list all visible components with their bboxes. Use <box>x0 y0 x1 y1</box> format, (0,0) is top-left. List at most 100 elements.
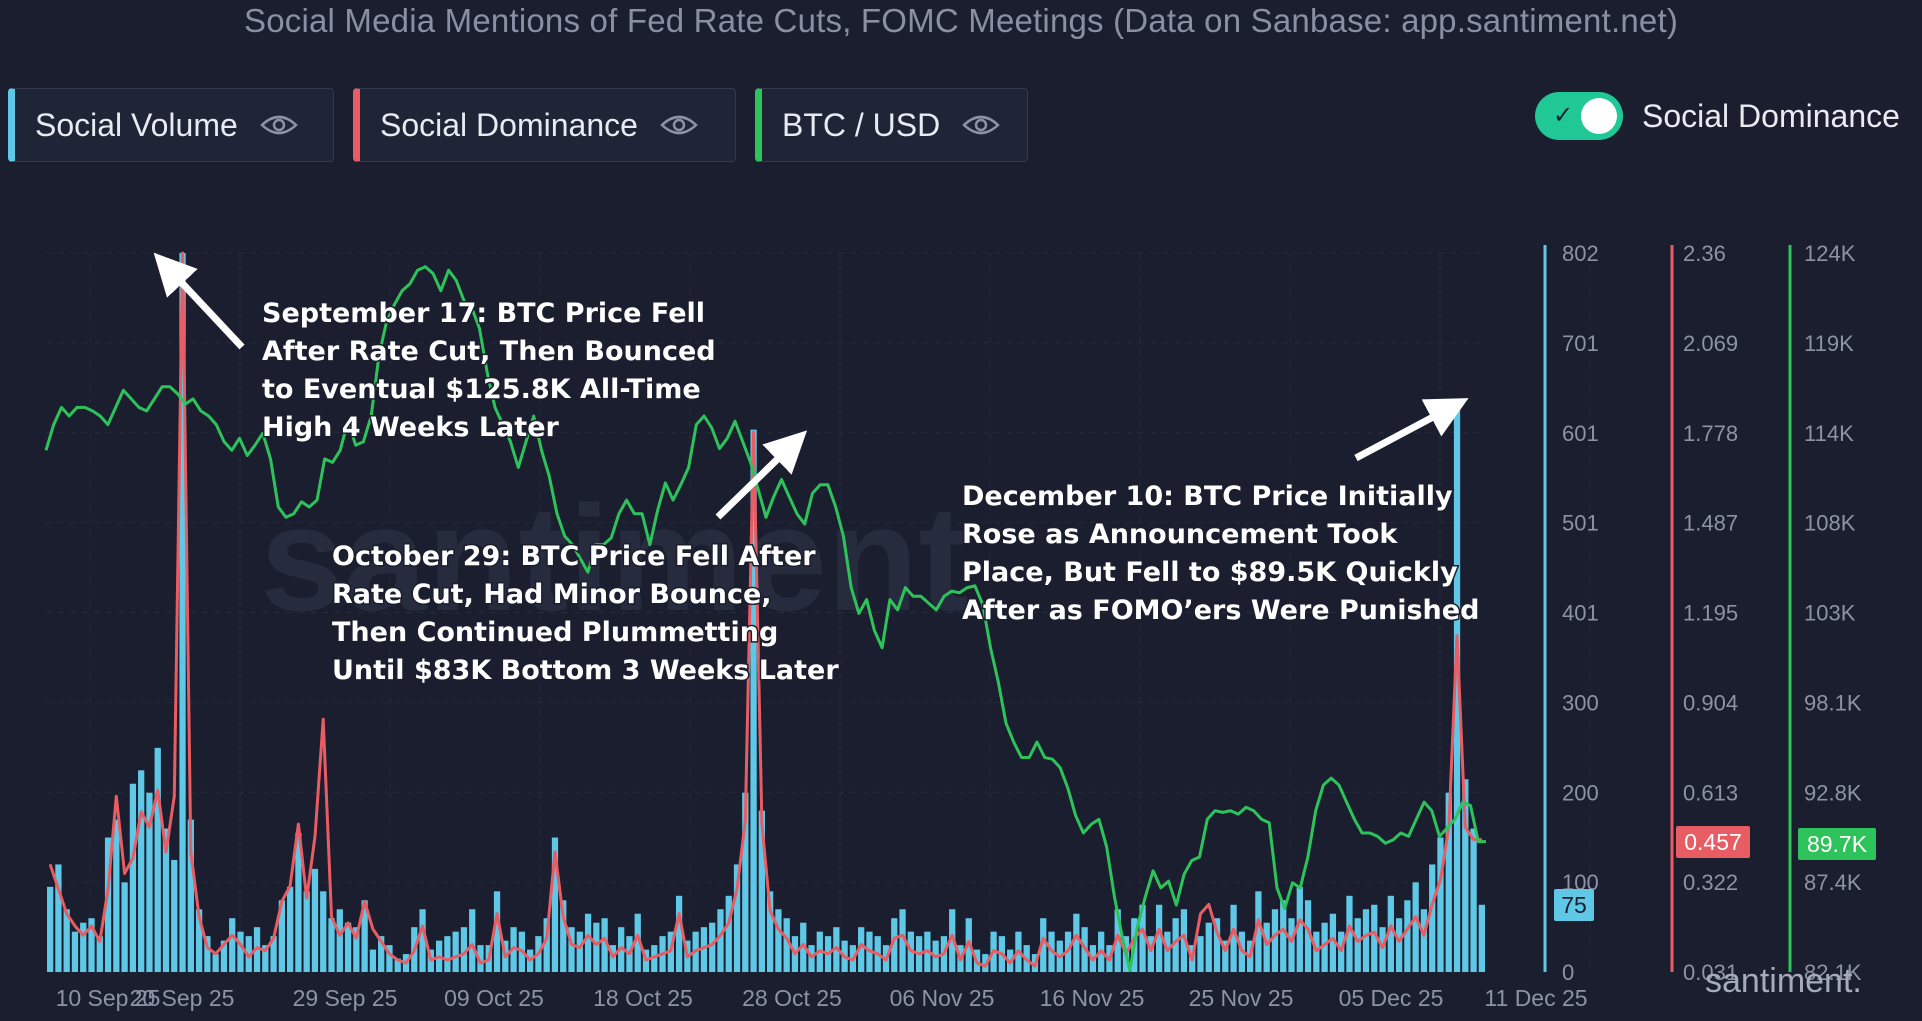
volume-bar <box>717 909 724 972</box>
volume-bar <box>733 864 741 972</box>
volume-bar <box>212 954 219 972</box>
social-dominance-toggle[interactable]: ✓ <box>1535 92 1623 140</box>
volume-bar <box>1280 900 1287 972</box>
x-tick-label: 06 Nov 25 <box>890 985 995 1011</box>
x-tick-label: 10 Sep 25 <box>56 985 161 1011</box>
x-tick-label: 25 Nov 25 <box>1189 985 1294 1011</box>
social-volume-current-badge: 75 <box>1554 889 1594 921</box>
volume-bar <box>1321 922 1328 972</box>
annotation-line: October 29: BTC Price Fell After <box>332 541 816 572</box>
eye-icon[interactable] <box>259 113 298 137</box>
volume-bar <box>725 895 732 972</box>
volume-bar <box>891 918 898 972</box>
badge-bg <box>1798 828 1876 860</box>
volume-bar <box>394 958 401 972</box>
axis-tick-label: 119K <box>1804 331 1854 356</box>
btc-usd-current-badge: 89.7K <box>1798 828 1876 860</box>
volume-bar <box>336 909 343 972</box>
volume-bar <box>1230 904 1237 972</box>
badge-bg <box>1554 889 1594 921</box>
metric-chip-btc-usd[interactable]: BTC / USD <box>755 88 1028 162</box>
volume-bar <box>55 864 62 972</box>
volume-bar <box>344 922 352 972</box>
volume-bar <box>270 936 277 972</box>
metric-chip-social-dominance[interactable]: Social Dominance <box>353 88 736 162</box>
axis-tick-label: 601 <box>1562 421 1599 446</box>
axis-tick-label: 501 <box>1562 511 1599 536</box>
axis-tick-label: 87.4K <box>1804 870 1862 895</box>
volume-bar <box>709 922 716 972</box>
volume-bar <box>1304 900 1312 972</box>
volume-bar <box>154 747 161 972</box>
volume-bar <box>767 891 774 972</box>
metric-label: BTC / USD <box>782 106 941 143</box>
metric-label: Social Dominance <box>380 106 638 143</box>
volume-bar <box>195 909 203 972</box>
badge-bg <box>1676 826 1750 858</box>
axis-tick-label: 200 <box>1562 780 1599 805</box>
volume-bar <box>1387 895 1394 972</box>
volume-bar <box>634 913 641 972</box>
volume-bar <box>303 891 310 972</box>
volume-bar <box>63 909 70 972</box>
volume-bar <box>758 810 765 972</box>
santiment-logo: santiment. <box>1705 962 1862 1000</box>
volume-bar <box>601 918 608 972</box>
axis-tick-label: 114K <box>1804 421 1854 446</box>
volume-bar <box>444 936 451 972</box>
axis-tick-label: 82.1K <box>1804 960 1862 985</box>
grid <box>46 252 1591 973</box>
axis-tick-label: 802 <box>1562 241 1599 266</box>
watermark: santiment <box>260 474 968 642</box>
axis-tick-label: 124K <box>1804 241 1856 266</box>
annotation: September 17: BTC Price Fell After Rate C… <box>261 297 718 445</box>
volume-bar <box>452 931 459 972</box>
volume-bar <box>1296 886 1303 972</box>
volume-bar <box>1155 904 1163 972</box>
social-dominance-current-badge: 0.457 <box>1676 826 1750 858</box>
volume-bar <box>609 945 617 972</box>
volume-bar <box>1329 913 1337 972</box>
volume-bar <box>378 936 385 972</box>
volume-bar <box>493 891 501 972</box>
volume-bar <box>171 859 178 972</box>
metric-chip-social-volume[interactable]: Social Volume <box>8 88 334 162</box>
volume-bar <box>1420 909 1428 972</box>
annotation-line: High 4 Weeks Later <box>262 412 560 443</box>
axis-tick-label: 108K <box>1804 511 1856 536</box>
social-dominance-axis: 2.36 2.069 1.778 1.487 1.195 0.904 0.613 0.322 0… <box>1670 241 1738 985</box>
annotation-line: Place, But Fell to $89.5K Quickly <box>962 557 1458 588</box>
volume-bar <box>237 931 244 972</box>
volume-bar <box>576 931 583 972</box>
annotation-line: to Eventual $125.8K All-Time <box>262 374 701 405</box>
volume-bar <box>1172 918 1179 972</box>
volume-bar <box>88 918 95 972</box>
eye-icon[interactable] <box>962 113 1001 137</box>
volume-bar <box>138 770 145 972</box>
annotation: October 29: BTC Price Fell After Rate Cut… <box>331 540 841 688</box>
axis-tick-label: 98.1K <box>1804 690 1862 715</box>
volume-bar <box>353 927 360 972</box>
volume-bar <box>560 900 567 972</box>
volume-bar <box>80 922 87 972</box>
volume-bar <box>1180 909 1188 972</box>
axis-tick-label: 300 <box>1562 690 1599 715</box>
badge-value: 0.457 <box>1684 829 1742 855</box>
volume-bar <box>1346 895 1353 972</box>
x-tick-label: 11 Dec 25 <box>1484 985 1587 1011</box>
annotation-line: Rate Cut, Had Minor Bounce, <box>332 579 772 610</box>
volume-bar <box>469 909 476 972</box>
axis-tick-label: 0.613 <box>1683 780 1738 805</box>
volume-bar <box>220 940 228 972</box>
volume-bar <box>1139 904 1146 972</box>
x-tick-label: 28 Oct 25 <box>742 985 842 1011</box>
eye-icon[interactable] <box>660 113 698 137</box>
annotation: December 10: BTC Price Initially Rose as … <box>961 480 1481 628</box>
volume-bar <box>1437 837 1444 972</box>
axis-tick-label: 1.487 <box>1683 511 1738 536</box>
volume-bar <box>295 833 302 972</box>
axis-tick-label: 0.031 <box>1683 960 1738 985</box>
axis-tick-label: 401 <box>1562 601 1599 626</box>
volume-bar <box>568 927 575 972</box>
